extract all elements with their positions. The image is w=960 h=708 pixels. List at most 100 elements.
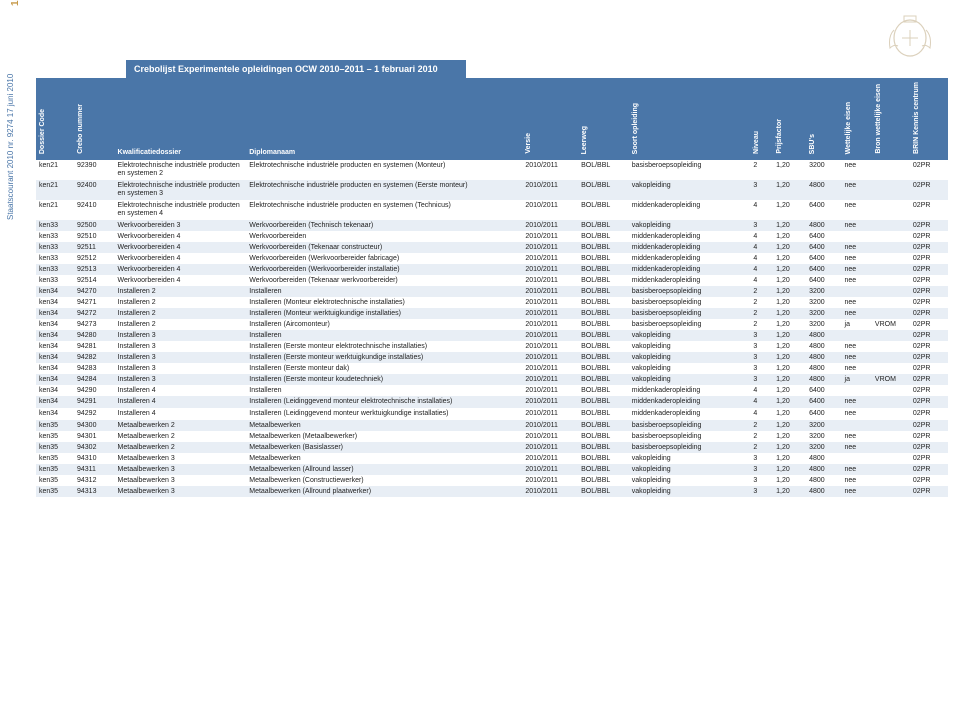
table-row: ken2192400Elektrotechnische industriële …	[36, 180, 948, 200]
table-cell: BOL/BBL	[578, 286, 629, 297]
table-cell: BOL/BBL	[578, 464, 629, 475]
table-cell: 3200	[806, 308, 841, 319]
table-cell: BOL/BBL	[578, 352, 629, 363]
table-cell: Werkvoorbereiden 4	[115, 253, 247, 264]
table-cell: 94292	[74, 408, 115, 420]
table-cell: vakopleiding	[629, 464, 751, 475]
table-cell: Werkvoorbereiden (Technisch tekenaar)	[246, 220, 522, 231]
table-cell: Installeren 3	[115, 341, 247, 352]
table-cell: 3200	[806, 319, 841, 330]
table-cell: 1,20	[773, 442, 806, 453]
table-cell	[872, 486, 910, 497]
table-cell	[872, 330, 910, 341]
table-cell: ken33	[36, 264, 74, 275]
table-cell: basisberoepsopleiding	[629, 286, 751, 297]
table-cell: 94284	[74, 374, 115, 385]
table-cell: 4800	[806, 374, 841, 385]
table-cell	[872, 297, 910, 308]
table-cell: 3200	[806, 160, 841, 180]
table-cell: 3	[750, 352, 773, 363]
table-cell: vakopleiding	[629, 220, 751, 231]
table-cell: 3	[750, 475, 773, 486]
table-cell: 1,20	[773, 308, 806, 319]
table-cell: 2010/2011	[522, 308, 578, 319]
table-cell: BOL/BBL	[578, 442, 629, 453]
table-cell: 1,20	[773, 200, 806, 220]
table-cell: 02PR	[910, 264, 948, 275]
table-cell: 2010/2011	[522, 453, 578, 464]
table-cell: Werkvoorbereiden 4	[115, 242, 247, 253]
table-cell: 3	[750, 374, 773, 385]
table-cell: nee	[842, 264, 872, 275]
table-cell: nee	[842, 180, 872, 200]
table-row: ken3594302Metaalbewerken 2Metaalbewerken…	[36, 442, 948, 453]
table-cell	[872, 286, 910, 297]
table-cell: BOL/BBL	[578, 264, 629, 275]
table-cell: ken34	[36, 286, 74, 297]
table-cell: BOL/BBL	[578, 341, 629, 352]
table-cell: middenkaderopleiding	[629, 385, 751, 396]
table-cell: 94313	[74, 486, 115, 497]
header-row: Dossier Code Crebo nummer Kwalificatiedo…	[36, 78, 948, 160]
table-cell	[872, 341, 910, 352]
table-cell: vakopleiding	[629, 453, 751, 464]
table-cell: nee	[842, 396, 872, 408]
table-cell: 02PR	[910, 160, 948, 180]
table-cell: 1,20	[773, 486, 806, 497]
table-cell: 92510	[74, 231, 115, 242]
table-cell: ken34	[36, 352, 74, 363]
table-cell: basisberoepsopleiding	[629, 420, 751, 431]
table-cell: ken34	[36, 330, 74, 341]
table-row: ken3494291Installeren 4Installeren (Leid…	[36, 396, 948, 408]
table-cell: 2010/2011	[522, 319, 578, 330]
table-cell	[872, 396, 910, 408]
table-cell: 2010/2011	[522, 297, 578, 308]
table-cell: Elektrotechnische industriële producten …	[246, 180, 522, 200]
table-cell: 94282	[74, 352, 115, 363]
table-cell: Elektrotechnische industriële producten …	[115, 200, 247, 220]
table-cell: vakopleiding	[629, 352, 751, 363]
col-leerweg: Leerweg	[578, 78, 629, 160]
table-cell: basisberoepsopleiding	[629, 160, 751, 180]
table-cell: 02PR	[910, 385, 948, 396]
table-cell: 02PR	[910, 396, 948, 408]
table-cell: Metaalbewerken 3	[115, 464, 247, 475]
table-cell	[872, 308, 910, 319]
table-cell: 02PR	[910, 374, 948, 385]
table-cell: 2010/2011	[522, 442, 578, 453]
table-cell: 6400	[806, 408, 841, 420]
table-cell: Installeren 2	[115, 308, 247, 319]
col-niveau: Niveau	[750, 78, 773, 160]
table-cell: 2	[750, 297, 773, 308]
table-cell: 94271	[74, 297, 115, 308]
table-row: ken3494282Installeren 3Installeren (Eers…	[36, 352, 948, 363]
table-cell: vakopleiding	[629, 363, 751, 374]
table-row: ken3494292Installeren 4Installeren (Leid…	[36, 408, 948, 420]
table-cell: middenkaderopleiding	[629, 231, 751, 242]
table-cell: Metaalbewerken 2	[115, 442, 247, 453]
table-cell: 4	[750, 385, 773, 396]
table-cell: ken33	[36, 275, 74, 286]
table-cell: 92513	[74, 264, 115, 275]
table-cell: basisberoepsopleiding	[629, 431, 751, 442]
table-cell: ken34	[36, 385, 74, 396]
table-cell: Metaalbewerken 3	[115, 453, 247, 464]
table-cell: 02PR	[910, 363, 948, 374]
table-cell: nee	[842, 297, 872, 308]
table-cell	[872, 275, 910, 286]
table-cell: nee	[842, 341, 872, 352]
table-cell: nee	[842, 363, 872, 374]
content-area: Crebolijst Experimentele opleidingen OCW…	[36, 60, 948, 497]
table-cell: ken35	[36, 431, 74, 442]
table-cell: 1,20	[773, 341, 806, 352]
table-cell: BOL/BBL	[578, 408, 629, 420]
table-cell: 02PR	[910, 308, 948, 319]
col-brin: BRIN Kennis centrum	[910, 78, 948, 160]
table-cell: 1,20	[773, 220, 806, 231]
table-cell: Installeren (Eerste monteur elektrotechn…	[246, 341, 522, 352]
table-row: ken3494272Installeren 2Installeren (Mont…	[36, 308, 948, 319]
table-cell: 2010/2011	[522, 486, 578, 497]
table-cell: middenkaderopleiding	[629, 396, 751, 408]
table-cell: 1,20	[773, 363, 806, 374]
table-cell: 4800	[806, 352, 841, 363]
